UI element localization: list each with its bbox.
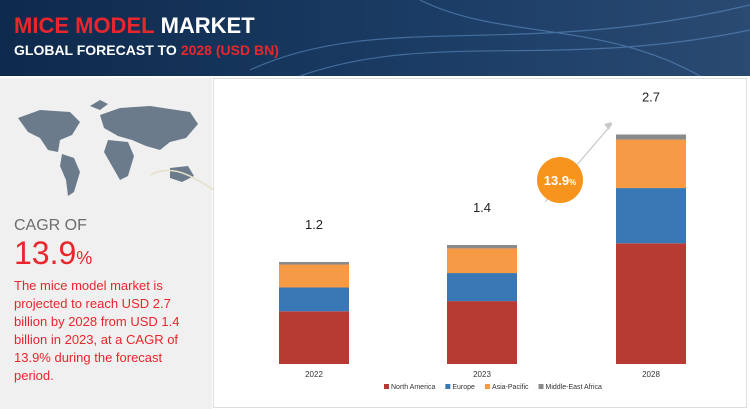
x-tick-label: 2023 <box>473 370 491 379</box>
cagr-badge-unit: % <box>569 178 576 187</box>
description: The mice model market is projected to rea… <box>14 278 179 383</box>
growth-arrowhead <box>604 122 612 130</box>
cagr-label: CAGR OF <box>14 217 87 234</box>
description-line: billion in 2023, at a CAGR of <box>14 332 178 347</box>
cagr-badge-text: 13.9% <box>544 173 576 188</box>
cagr-badge <box>537 157 583 203</box>
x-tick-label: 2022 <box>305 370 323 379</box>
bar-segment <box>447 273 517 302</box>
x-tick-label: 2028 <box>642 370 660 379</box>
header-decoration <box>249 0 750 77</box>
legend-swatch <box>445 384 451 389</box>
bar-segment <box>447 301 517 364</box>
legend-swatch <box>484 384 490 389</box>
bar-segment <box>616 188 686 244</box>
bar-segment <box>447 248 517 274</box>
description-line: projected to reach USD 2.7 <box>14 296 171 311</box>
cagr-badge-value: 13.9 <box>544 173 569 188</box>
bar-segment <box>616 134 686 140</box>
description-line: billion by 2028 from USD 1.4 <box>14 314 179 329</box>
total-label: 1.4 <box>473 200 491 215</box>
total-label: 1.2 <box>305 217 323 232</box>
header-title: MICE MODEL MARKET <box>14 13 255 38</box>
description-line: period. <box>14 368 54 383</box>
bar-segment <box>279 264 349 288</box>
bar-segment <box>616 139 686 189</box>
world-map <box>18 100 198 196</box>
bar-segment <box>616 243 686 364</box>
header-band <box>0 0 750 76</box>
cagr-value: 13.9% <box>14 235 92 271</box>
legend-swatch <box>538 384 544 389</box>
legend-label: North America <box>391 384 435 391</box>
bar-segment <box>279 287 349 312</box>
legend-label: Europe <box>452 384 475 391</box>
description-line: The mice model market is <box>14 278 163 293</box>
description-line: 13.9% during the forecast <box>14 350 163 365</box>
legend-swatch <box>384 384 389 389</box>
legend-label: Asia-Pacific <box>492 384 529 391</box>
total-label: 2.7 <box>642 90 660 105</box>
plot: 1.2 2022 1.4 2023 2.7 2028 North America Europe… <box>279 90 686 391</box>
bar-segment <box>279 262 349 265</box>
legend-label: Middle-East Africa <box>546 384 603 391</box>
header-subtitle: GLOBAL FORECAST TO 2028 (USD BN) <box>14 42 279 58</box>
bar-segment <box>279 311 349 364</box>
bar-segment <box>447 245 517 249</box>
